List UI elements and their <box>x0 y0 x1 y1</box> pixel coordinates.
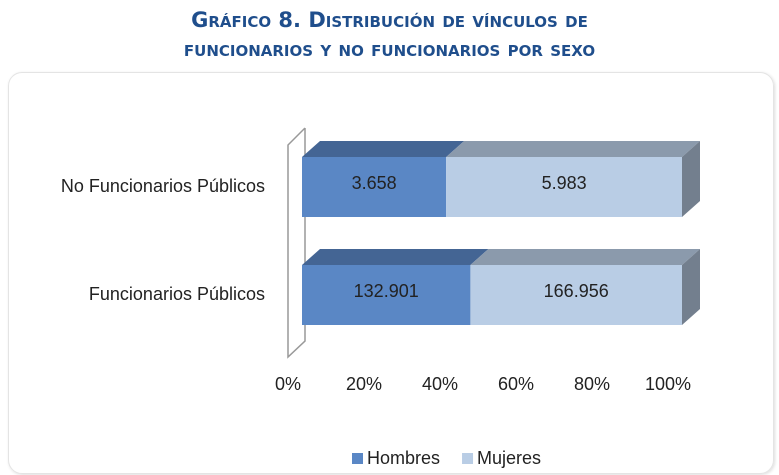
bar <box>470 265 682 325</box>
bar-top <box>470 249 700 265</box>
bar-side <box>682 249 700 325</box>
x-tick-label: 0% <box>275 374 301 394</box>
category-label: No Funcionarios Públicos <box>61 176 265 196</box>
chart-panel <box>8 72 774 474</box>
value-label: 166.956 <box>544 281 609 301</box>
legend-swatch <box>352 453 363 464</box>
bar <box>302 157 447 217</box>
bar-top <box>302 249 489 265</box>
x-tick-label: 40% <box>422 374 458 394</box>
bar-side <box>682 141 700 217</box>
x-tick-label: 100% <box>645 374 691 394</box>
x-tick-label: 80% <box>574 374 610 394</box>
x-tick-label: 20% <box>346 374 382 394</box>
legend-label: Mujeres <box>477 448 541 468</box>
x-tick-label: 60% <box>498 374 534 394</box>
bar <box>302 265 471 325</box>
legend-swatch <box>462 453 474 464</box>
bar-top <box>302 141 465 157</box>
bar <box>446 157 682 217</box>
value-label: 3.658 <box>352 173 397 193</box>
category-label: Funcionarios Públicos <box>89 284 265 304</box>
chart-title: Gráfico 8. Distribución de vínculos de f… <box>183 8 596 61</box>
bar-top <box>446 141 700 157</box>
value-label: 5.983 <box>542 173 587 193</box>
legend-label: Hombres <box>367 448 440 468</box>
value-label: 132.901 <box>354 281 419 301</box>
